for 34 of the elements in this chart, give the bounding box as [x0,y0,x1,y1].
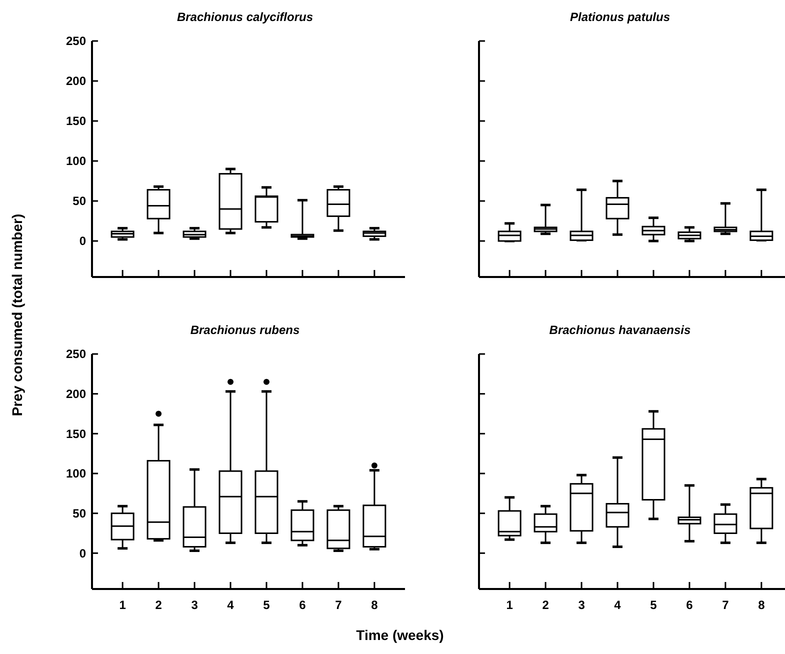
x-tick-label: 7 [335,598,342,612]
x-tick-label: 8 [371,598,378,612]
x-tick-label: 6 [686,598,694,612]
chart-title: Brachionus calyciflorus [176,10,314,24]
x-tick-label: 6 [299,598,306,612]
x-tick-label: 3 [191,598,198,612]
x-tick-label: 5 [650,598,658,612]
x-tick-label: 2 [155,598,162,612]
y-tick-label: 0 [79,546,86,560]
x-tick-label: 4 [614,598,622,612]
y-tick-label: 100 [66,154,86,168]
y-tick-label: 150 [66,426,86,441]
y-tick-label: 50 [72,506,86,521]
chart-title: Brachionus rubens [190,323,300,337]
x-tick-label: 5 [263,598,270,612]
x-tick-label: 2 [542,598,550,612]
y-tick-label: 200 [66,74,86,88]
y-tick-label: 50 [72,194,86,208]
y-tick-label: 250 [66,34,86,48]
x-tick-label: 3 [578,598,586,612]
chart-title: Brachionus havanaensis [549,323,692,337]
x-tick-label: 1 [119,598,126,612]
x-tick-label: 1 [506,598,514,612]
x-axis-title: Time (weeks) [356,627,444,643]
y-tick-label: 0 [79,234,86,248]
chart-title: Plationus patulus [570,10,670,24]
y-tick-label: 100 [66,466,86,481]
y-axis-title: Prey consumed (total number) [9,214,25,416]
x-tick-label: 4 [227,598,234,612]
y-tick-label: 200 [66,387,86,402]
y-tick-label: 150 [66,114,86,128]
x-tick-label: 8 [758,598,766,612]
x-tick-label: 7 [722,598,730,612]
y-tick-label: 250 [66,347,86,362]
